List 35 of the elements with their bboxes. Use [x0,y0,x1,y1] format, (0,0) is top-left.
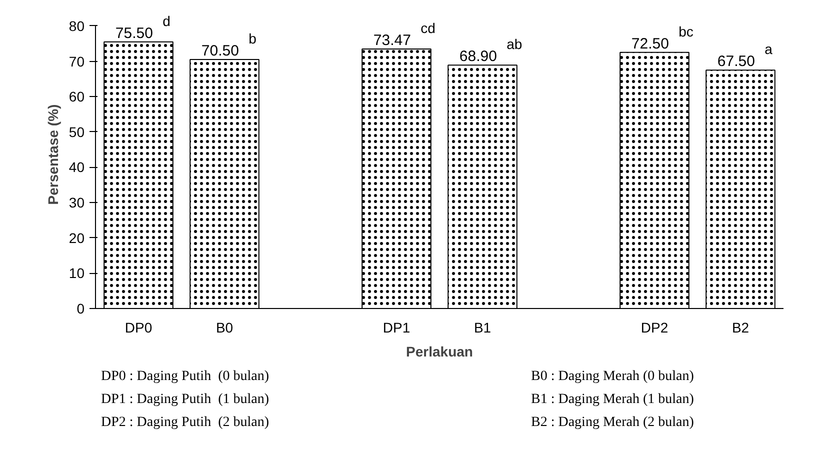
x-tick-label: DP1 [382,320,410,336]
y-tick-label: 10 [68,265,85,282]
y-tick-label: 20 [68,230,85,246]
y-tick-label: 60 [68,88,85,105]
data-label: 68.90 [459,48,497,66]
annotation: cd [420,20,436,36]
text: B1 : Daging Merah (1 bulan) [531,391,695,409]
x-tick-label: B1 [474,320,492,336]
x-tick-label: B0 [216,320,234,336]
data-label: 72.50 [631,35,669,52]
annotation: d [162,12,170,29]
y-tick-label: 30 [68,194,85,211]
data-label: 75.50 [115,24,153,42]
x-tick-label: B2 [732,320,750,336]
data-label: 70.50 [201,42,239,60]
text: B2 : Daging Merah (2 bulan) [531,414,695,432]
annotation: b [248,30,257,46]
y-axis-title: Persentase (%) [44,104,61,205]
annotation: bc [678,23,694,40]
x-tick-label: DP0 [124,320,152,336]
text: DP0 : Daging Putih (0 bulan) [101,368,270,386]
annotation: ab [506,36,522,52]
data-label: 73.47 [373,32,411,49]
y-tick-label: 70 [68,53,85,70]
y-tick-label: 40 [68,159,85,176]
text: B0 : Daging Merah (0 bulan) [531,368,695,386]
y-tick-label: 50 [68,124,85,140]
y-tick-label: 0 [76,300,85,316]
y-tick-label: 80 [68,18,85,34]
data-label: 67.50 [717,53,755,70]
x-tick-label: DP2 [640,320,668,336]
annotation: a [764,41,773,58]
text: DP2 : Daging Putih (2 bulan) [101,414,270,432]
text: DP1 : Daging Putih (1 bulan) [101,391,270,409]
x-axis-title: Perlakuan [406,344,473,360]
